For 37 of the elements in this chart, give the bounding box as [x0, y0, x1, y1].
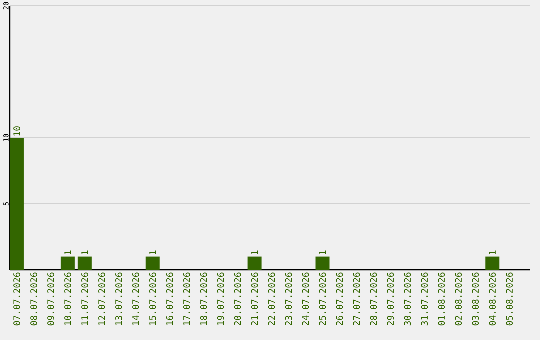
x-tick-label: 28.07.2026 — [370, 272, 378, 326]
x-tick-label: 07.07.2026 — [14, 272, 20, 326]
x-tick-label: 25.07.2026 — [319, 272, 326, 326]
x-tick-label: 02.08.2026 — [455, 272, 462, 326]
x-tick-label: 27.07.2026 — [353, 272, 360, 326]
x-tick-label: 20.07.2026 — [234, 272, 242, 326]
x-tick-label: 05.08.2026 — [506, 272, 514, 326]
x-tick-label: 16.07.2026 — [166, 272, 174, 326]
data-label: 10 — [14, 126, 20, 136]
x-tick-label: 17.07.2026 — [183, 272, 190, 326]
x-tick-label: 12.07.2026 — [98, 272, 106, 326]
x-tick-label: 23.07.2026 — [285, 272, 292, 326]
x-tick-label: 19.07.2026 — [217, 272, 224, 326]
data-label: 1 — [64, 250, 72, 255]
x-tick-label: 31.07.2026 — [421, 272, 428, 326]
x-tick-label: 10.07.2026 — [64, 272, 72, 326]
data-label: 1 — [252, 250, 258, 255]
x-tick-label: 04.08.2026 — [489, 272, 496, 326]
data-label: 1 — [82, 250, 88, 255]
x-tick-label: 13.07.2026 — [116, 272, 122, 326]
x-tick-label: 29.07.2026 — [387, 272, 394, 326]
x-tick-label: 03.08.2026 — [472, 272, 480, 326]
x-tick-label: 01.08.2026 — [438, 272, 446, 326]
x-tick-label: 24.07.2026 — [302, 272, 310, 326]
x-tick-label: 15.07.2026 — [149, 272, 156, 326]
x-tick-label: 30.07.2026 — [404, 272, 412, 326]
data-label: 1 — [150, 250, 156, 255]
x-tick-label: 21.07.2026 — [251, 272, 258, 326]
x-tick-label: 08.07.2026 — [30, 272, 38, 326]
x-tick-label: 09.07.2026 — [48, 272, 54, 326]
data-label: 1 — [319, 250, 326, 255]
x-tick-label: 18.07.2026 — [200, 272, 208, 326]
data-label: 1 — [489, 250, 496, 255]
x-tick-label: 11.07.2026 — [82, 272, 88, 326]
x-tick-label: 14.07.2026 — [132, 272, 140, 326]
x-tick-label: 22.07.2026 — [268, 272, 276, 326]
x-tick-label: 26.07.2026 — [336, 272, 344, 326]
